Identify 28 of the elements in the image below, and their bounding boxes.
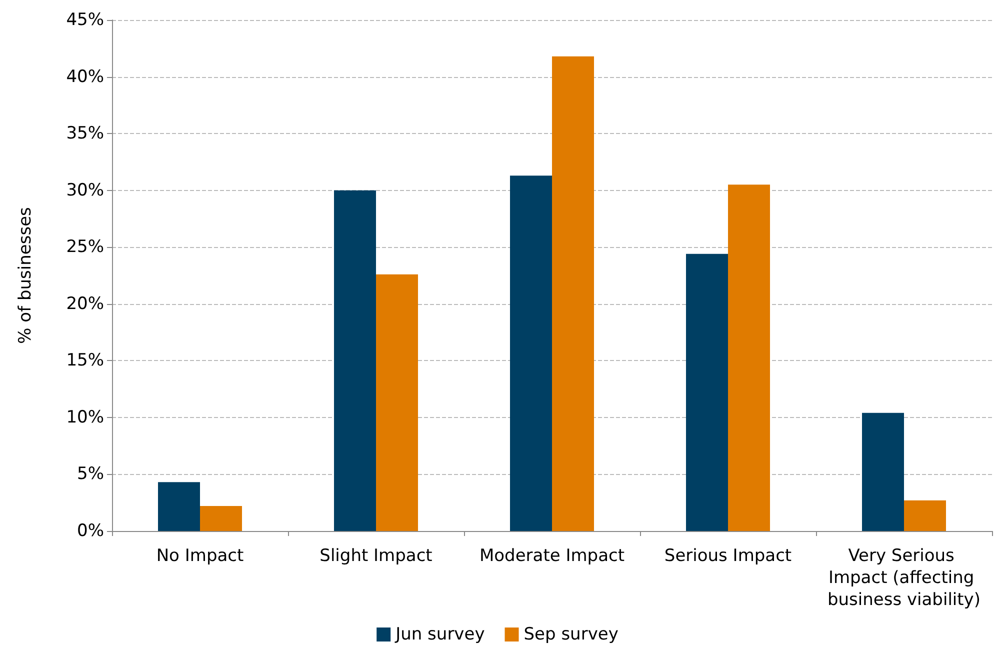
bar <box>158 482 200 531</box>
y-tick-label: 15% <box>66 350 104 371</box>
y-axis-title: % of businesses <box>16 206 36 344</box>
bar <box>862 412 904 531</box>
x-tick-label: Serious Impact <box>664 546 792 566</box>
legend-label: Jun survey <box>394 624 485 644</box>
x-tick-label: Very Serious Impact (affecting business viability) <box>827 546 981 610</box>
bar <box>686 254 728 531</box>
bar <box>334 190 376 531</box>
y-tick-label: 20% <box>66 294 104 314</box>
bar <box>728 184 770 531</box>
bar <box>552 56 594 531</box>
bar <box>904 500 946 531</box>
y-tick-label: 5% <box>77 464 104 484</box>
y-tick-label: 0% <box>77 521 104 541</box>
x-tick-label: Moderate Impact <box>479 546 625 566</box>
y-tick-label: 10% <box>66 407 104 428</box>
bar <box>510 176 552 531</box>
y-tick-label: 35% <box>66 124 104 144</box>
x-tick-label: Slight Impact <box>320 546 433 566</box>
y-tick-label: 30% <box>66 180 104 200</box>
y-tick-label: 25% <box>66 237 104 258</box>
y-tick-label: 40% <box>66 66 104 87</box>
legend-label: Sep survey <box>524 624 618 644</box>
bar <box>376 274 418 531</box>
y-tick-label: 45% <box>66 10 104 30</box>
x-tick-label: No Impact <box>156 546 244 566</box>
bar <box>200 506 242 531</box>
